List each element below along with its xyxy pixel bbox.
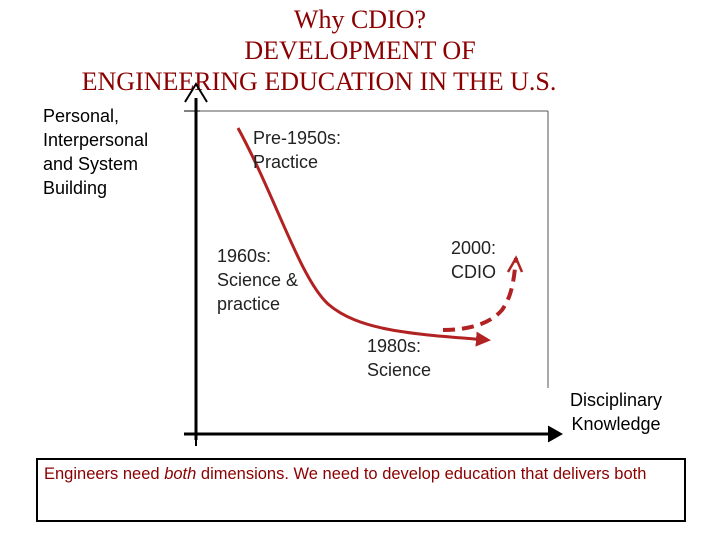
footer-text-end: dimensions. We need to develop education… (196, 465, 647, 483)
footer-note: Engineers need both dimensions. We need … (36, 458, 686, 522)
x-axis-label-line: Knowledge (571, 414, 661, 434)
x-axis-label-line: Disciplinary (569, 390, 663, 410)
milestone-pre1950: Pre-1950s: Practice (253, 126, 341, 174)
milestone-line: 1960s: (217, 246, 272, 266)
footer-text-start: Engineers need (44, 465, 165, 483)
title-line-3: ENGINEERING EDUCATION IN THE U.S. (81, 67, 557, 96)
milestone-line: Practice (253, 152, 319, 172)
footer-emphasis: both (164, 465, 197, 483)
title-line-1: Why CDIO? (293, 5, 427, 34)
milestone-line: Science (367, 360, 432, 380)
y-axis-label: Personal, Interpersonal and System Build… (43, 104, 148, 200)
milestone-line: practice (217, 294, 281, 314)
y-axis-label-line: Building (43, 178, 108, 198)
milestone-line: 2000: (450, 238, 496, 258)
title-line-2: DEVELOPMENT OF (244, 36, 476, 65)
milestone-1960: 1960s: Science & practice (217, 244, 298, 316)
milestone-line: Pre-1950s: (253, 128, 342, 148)
x-axis-arrowhead (547, 425, 564, 443)
y-axis-label-line: Interpersonal (43, 130, 149, 150)
y-axis-arrowhead (184, 82, 208, 103)
y-axis-label-line: and System (43, 154, 139, 174)
y-axis-label-line: Personal, (43, 106, 120, 126)
cdio-arrowhead (506, 255, 524, 273)
x-axis-label: Disciplinary Knowledge (552, 388, 680, 436)
milestone-line: Science & (217, 270, 299, 290)
milestone-line: 1980s: (367, 336, 422, 356)
milestone-1980: 1980s: Science (367, 334, 431, 382)
milestone-line: CDIO (451, 262, 496, 282)
slide-title: Why CDIO? DEVELOPMENT OF ENGINEERING EDU… (0, 4, 720, 97)
evolution-curve (236, 127, 491, 347)
milestone-2000: 2000: CDIO (446, 236, 496, 284)
cdio-dashed-path (442, 257, 518, 332)
